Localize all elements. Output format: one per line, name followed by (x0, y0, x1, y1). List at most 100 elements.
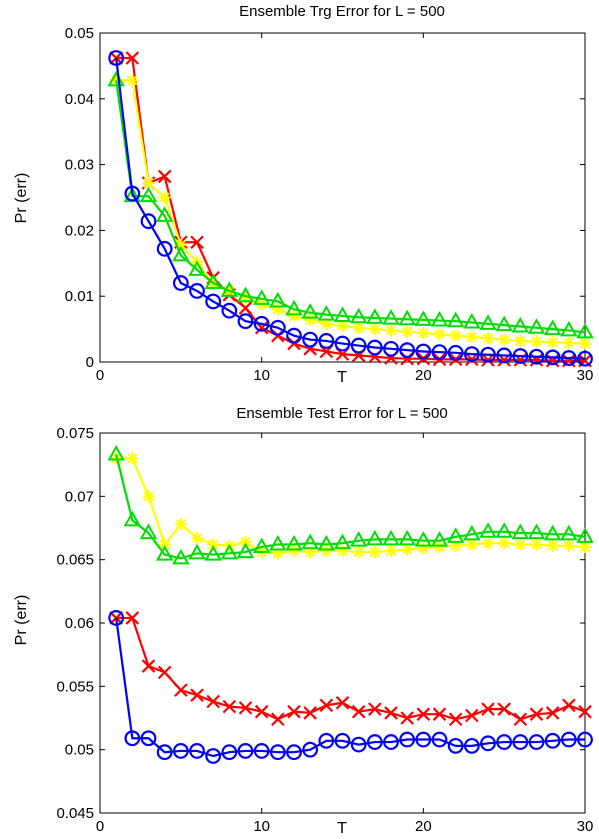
axes-box (99, 432, 586, 814)
chart-title: Ensemble Test Error for L = 500 (236, 405, 447, 422)
marker-x (465, 708, 479, 723)
marker-star (288, 544, 300, 557)
plot-area (107, 444, 594, 764)
marker-x (190, 235, 204, 250)
marker-star (433, 541, 446, 553)
y-tick-label: 0.055 (56, 678, 94, 695)
marker-star (336, 544, 349, 557)
marker-triangle (511, 523, 530, 540)
marker-triangle (333, 533, 352, 550)
marker-circle (318, 333, 335, 349)
y-tick-label: 0.01 (65, 288, 94, 305)
marker-triangle (463, 312, 481, 329)
marker-x (529, 707, 544, 721)
marker-triangle (543, 524, 562, 541)
marker-triangle (188, 543, 206, 560)
marker-x (206, 694, 220, 709)
series-line (115, 80, 586, 334)
marker-star (530, 335, 543, 348)
marker-star (320, 544, 333, 557)
y-tick-label: 0.07 (65, 488, 94, 505)
marker-x (222, 699, 237, 714)
x-tick-label: 0 (96, 818, 104, 835)
marker-triangle (479, 314, 497, 330)
marker-circle (156, 240, 173, 257)
series-line (116, 616, 586, 721)
chart-train-error: Ensemble Trg Error for L = 500 T Pr (err… (13, 3, 594, 386)
marker-star (126, 452, 139, 465)
marker-star (288, 309, 300, 322)
marker-triangle (446, 527, 465, 543)
marker-circle (544, 349, 561, 366)
marker-triangle (204, 273, 222, 290)
marker-circle (237, 743, 254, 759)
marker-x (562, 698, 576, 713)
marker-star (239, 291, 252, 304)
marker-triangle (495, 315, 513, 332)
marker-x (465, 352, 479, 367)
marker-star (514, 538, 527, 551)
marker-circle (237, 313, 254, 330)
series-triangle (107, 444, 594, 565)
marker-triangle (285, 299, 303, 316)
marker-triangle (543, 319, 562, 336)
marker-star (449, 329, 462, 342)
marker-circle (528, 734, 545, 750)
marker-triangle (252, 289, 271, 305)
series-triangle (107, 70, 594, 339)
marker-star (482, 332, 494, 345)
marker-x (109, 611, 123, 625)
marker-star (174, 238, 187, 251)
marker-x (416, 707, 431, 721)
marker-circle (366, 734, 383, 750)
marker-circle (528, 348, 545, 365)
marker-x (351, 704, 366, 719)
y-tick-label: 0.02 (65, 222, 94, 239)
x-axis-label: T (337, 820, 347, 837)
marker-x (319, 698, 334, 713)
marker-triangle (479, 522, 497, 538)
marker-circle (189, 283, 205, 299)
marker-x (141, 659, 156, 673)
marker-x (545, 706, 560, 720)
series-circle (108, 50, 593, 367)
x-tick-label: 20 (415, 367, 432, 384)
y-axis-label: Pr (err) (13, 595, 30, 646)
marker-circle (463, 346, 480, 363)
marker-circle (205, 293, 222, 310)
marker-circle (431, 344, 448, 361)
marker-circle (447, 344, 464, 361)
series-x (109, 51, 592, 368)
marker-x (335, 696, 350, 710)
y-tick-label: 0.05 (65, 25, 94, 42)
marker-circle (415, 343, 432, 360)
marker-triangle (527, 318, 546, 334)
marker-star (352, 321, 365, 334)
marker-circle (399, 731, 416, 748)
marker-star (352, 546, 365, 559)
y-tick-label: 0 (86, 354, 94, 371)
y-tick-label: 0.05 (65, 742, 94, 759)
x-tick-label: 10 (253, 818, 270, 835)
marker-triangle (285, 534, 303, 551)
marker-x (384, 706, 398, 720)
marker-triangle (495, 522, 513, 538)
marker-star (579, 337, 591, 350)
marker-star (449, 539, 462, 552)
marker-triangle (139, 523, 158, 540)
marker-star (401, 325, 414, 338)
marker-star (174, 518, 187, 531)
marker-triangle (236, 286, 255, 303)
marker-x (448, 712, 463, 727)
marker-circle (302, 331, 319, 348)
marker-x (271, 712, 285, 727)
marker-circle (415, 731, 432, 748)
marker-star (465, 538, 478, 551)
marker-circle (496, 734, 513, 750)
marker-circle (253, 743, 270, 759)
series-line (116, 457, 586, 555)
marker-circle (512, 734, 529, 750)
marker-x (432, 707, 447, 721)
marker-star (385, 544, 397, 557)
x-tick-label: 10 (253, 367, 270, 384)
